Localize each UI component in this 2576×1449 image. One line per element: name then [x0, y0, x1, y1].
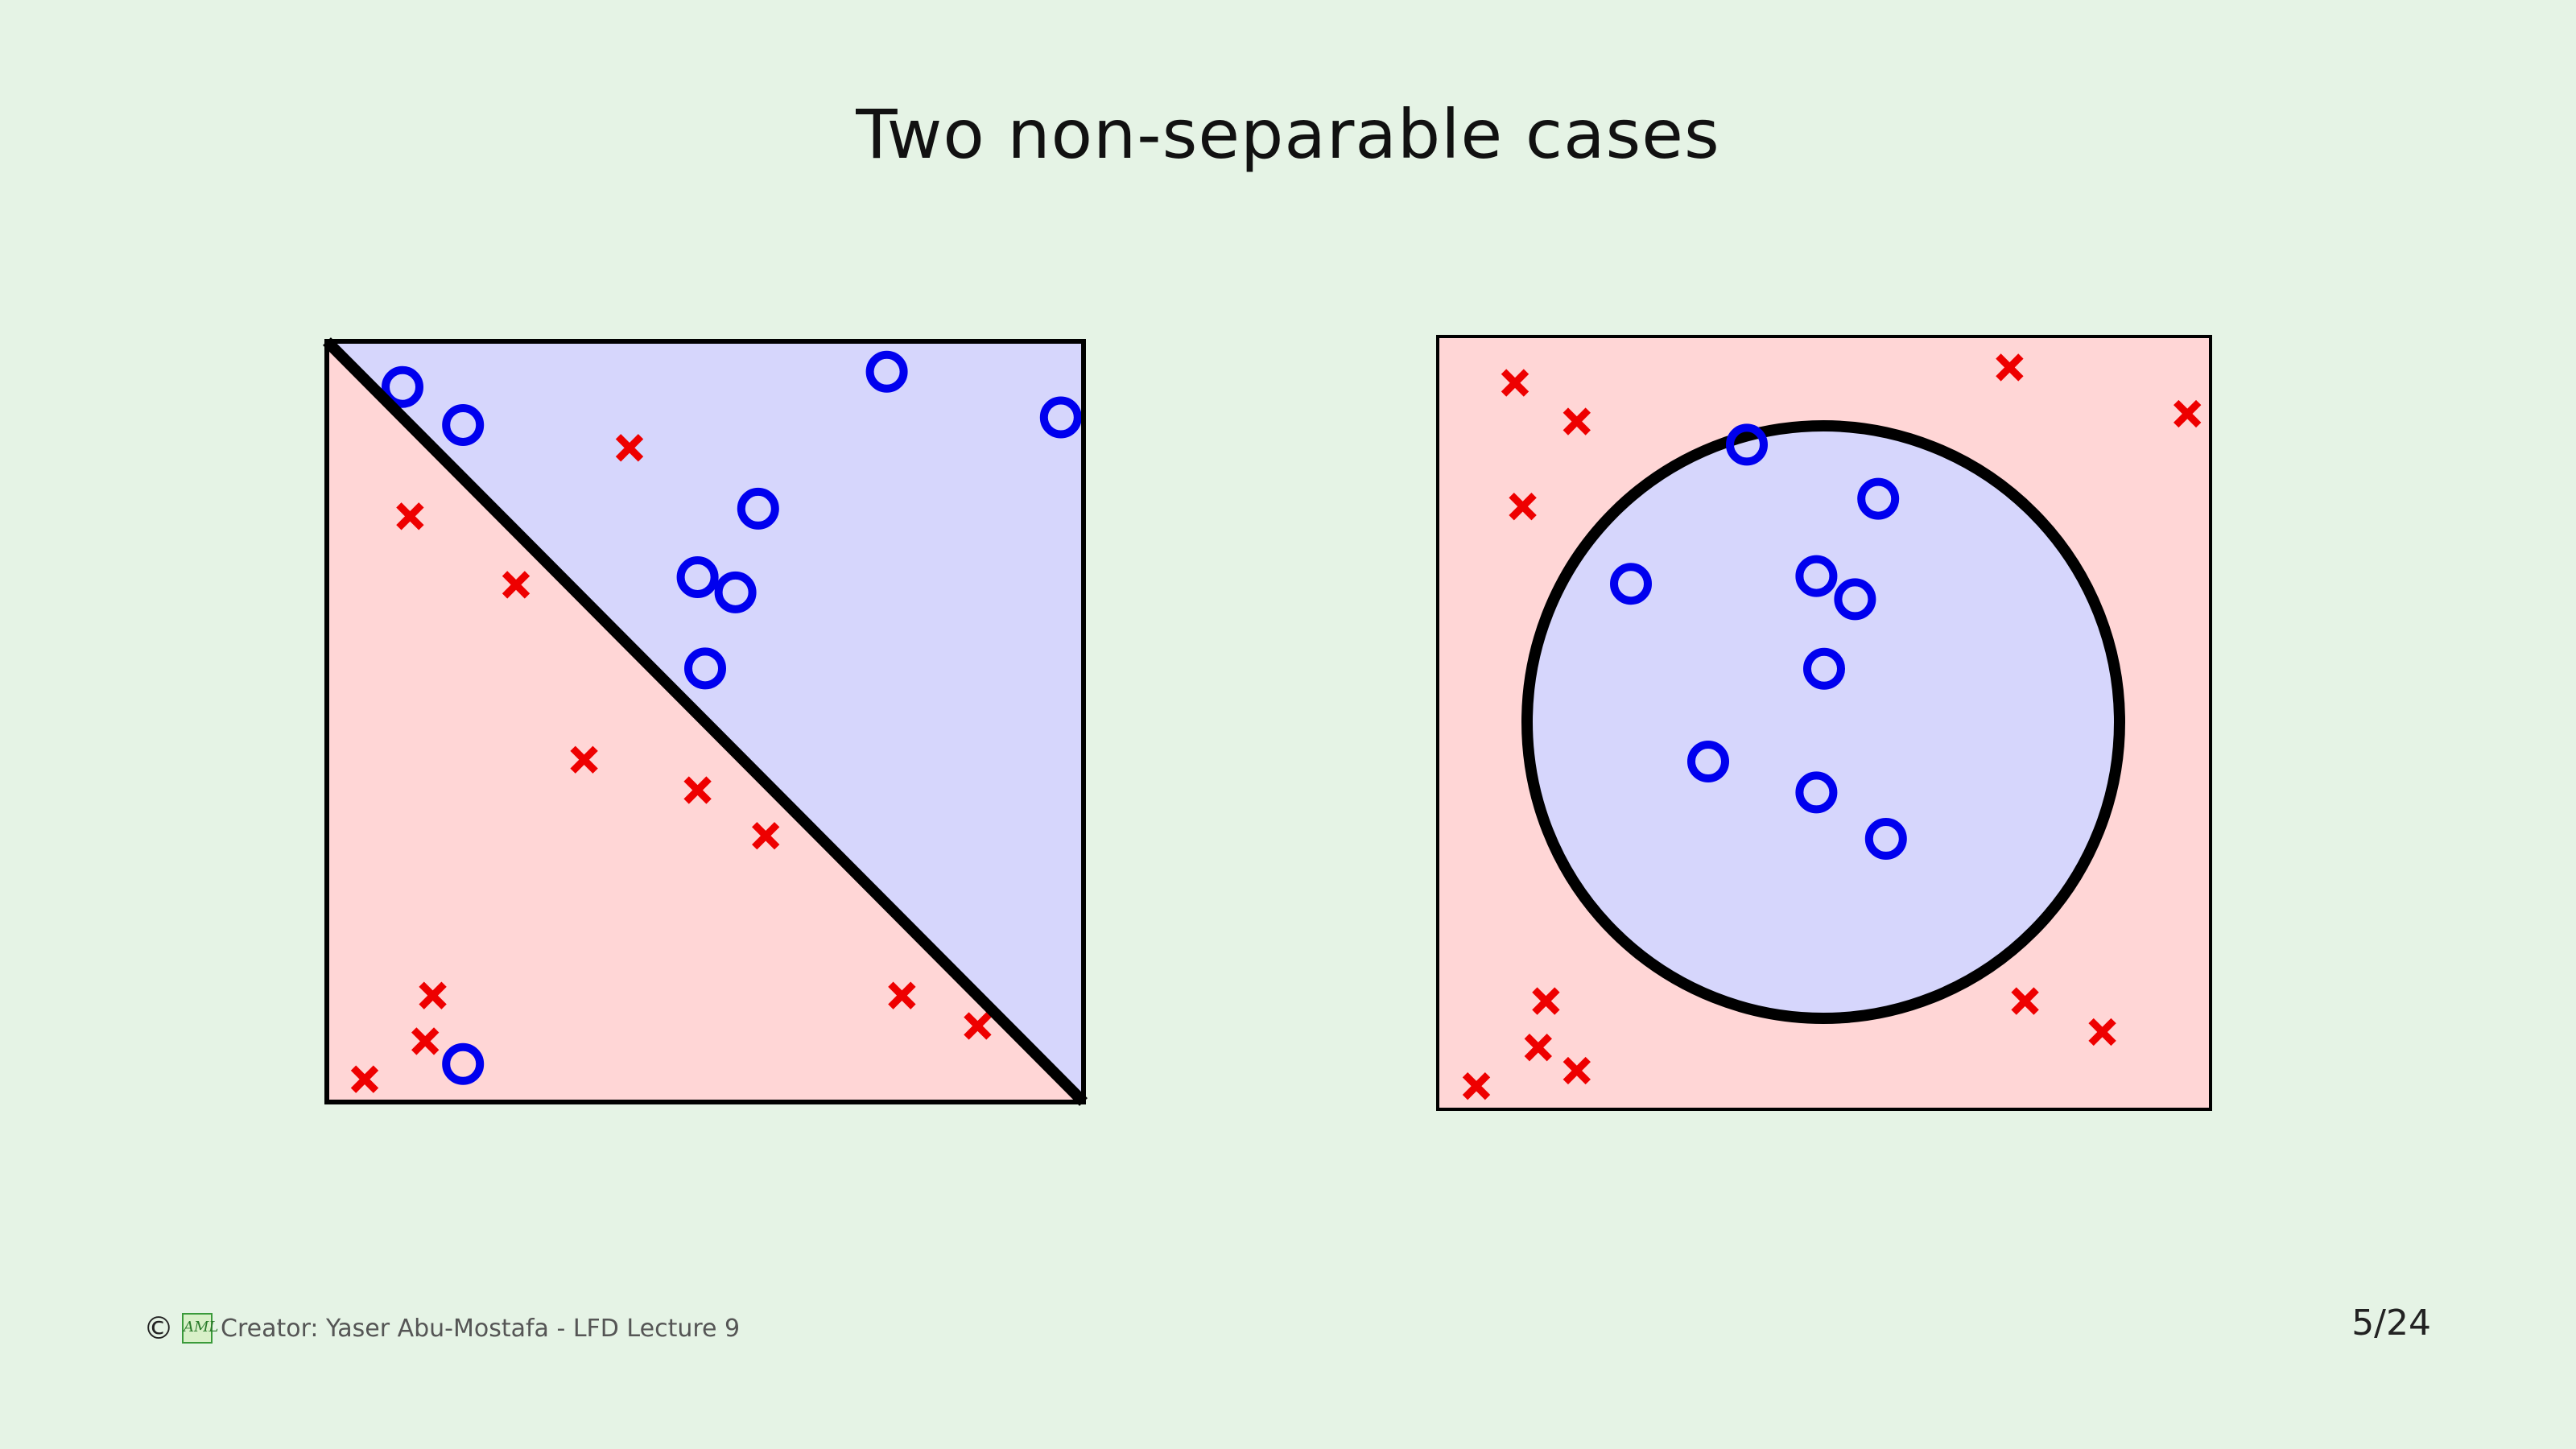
cross-point-marker: [1462, 1072, 1491, 1100]
circle-point-marker: [1687, 741, 1729, 782]
circle-point-marker: [1857, 477, 1900, 520]
cross-point-marker: [1524, 1034, 1552, 1062]
circle-point-marker: [676, 555, 719, 598]
circle-point-marker: [684, 647, 726, 690]
cross-point-marker: [964, 1012, 992, 1040]
plot-frame: [1436, 335, 2212, 1111]
cross-point-marker: [2088, 1018, 2116, 1046]
circle-point-marker: [442, 403, 485, 446]
cross-stroke: [419, 981, 447, 1009]
cross-stroke: [2088, 1018, 2116, 1046]
cross-stroke: [1524, 1034, 1552, 1062]
circle-point-marker: [1039, 396, 1082, 439]
cross-point-marker: [615, 434, 644, 462]
cross-stroke: [502, 571, 530, 599]
cross-stroke: [1509, 493, 1537, 521]
plot-frame: [324, 339, 1086, 1104]
page-number: 5/24: [2351, 1302, 2431, 1344]
cross-stroke: [888, 981, 916, 1009]
cross-stroke: [350, 1065, 379, 1093]
cross-point-marker: [2174, 399, 2202, 428]
cross-point-marker: [888, 981, 916, 1009]
footer-credit: Creator: Yaser Abu-Mostafa - LFD Lecture…: [221, 1314, 741, 1343]
circle-point-marker: [737, 487, 779, 530]
footer: © AML Creator: Yaser Abu-Mostafa - LFD L…: [143, 1311, 740, 1346]
circle-point-marker: [1726, 423, 1768, 466]
circle-point-marker: [382, 365, 423, 408]
cross-stroke: [752, 822, 780, 850]
cross-point-marker: [502, 571, 530, 599]
decision-boundary-line: [323, 337, 1088, 1106]
cross-stroke: [615, 434, 644, 462]
circle-point-marker: [1803, 647, 1845, 690]
cross-point-marker: [570, 745, 598, 774]
cross-point-marker: [1563, 407, 1591, 436]
cross-point-marker: [1509, 493, 1537, 521]
cross-point-marker: [1532, 987, 1560, 1015]
cross-stroke: [1563, 407, 1591, 436]
cross-point-marker: [350, 1065, 379, 1093]
circle-point-marker: [1834, 578, 1876, 621]
cross-stroke: [964, 1012, 992, 1040]
cross-stroke: [1532, 987, 1560, 1015]
circle-point-marker: [714, 571, 757, 613]
cross-point-marker: [411, 1027, 440, 1055]
copyright-icon: ©: [143, 1311, 174, 1346]
cross-point-marker: [683, 776, 712, 804]
cross-point-marker: [2011, 987, 2039, 1015]
cross-point-marker: [396, 502, 424, 530]
cross-point-marker: [419, 981, 447, 1009]
cross-stroke: [396, 502, 424, 530]
aml-logo-icon: AML: [182, 1313, 218, 1344]
cross-stroke: [1996, 353, 2024, 382]
cross-stroke: [1462, 1072, 1491, 1100]
cross-stroke: [683, 776, 712, 804]
slide-title: Two non-separable cases: [856, 95, 1720, 174]
cross-stroke: [570, 745, 598, 774]
circular-boundary-plot: [1436, 335, 2212, 1111]
cross-point-marker: [752, 822, 780, 850]
cross-stroke: [1563, 1056, 1591, 1085]
linear-boundary-plot: [323, 337, 1088, 1106]
cross-stroke: [2011, 987, 2039, 1015]
decision-boundary-circle: [1521, 420, 2125, 1024]
circle-point-marker: [1795, 555, 1838, 597]
cross-stroke: [411, 1027, 440, 1055]
circle-point-marker: [865, 350, 908, 393]
circle-point-marker: [1864, 818, 1907, 860]
cross-point-marker: [1501, 369, 1530, 397]
circle-point-marker: [442, 1042, 485, 1085]
circle-point-marker: [1795, 771, 1838, 814]
cross-stroke: [2174, 399, 2202, 428]
cross-stroke: [1501, 369, 1530, 397]
linear-boundary-chart: [323, 337, 1088, 1106]
circle-point-marker: [1610, 563, 1652, 605]
circular-boundary-chart: [1436, 335, 2212, 1111]
cross-point-marker: [1996, 353, 2024, 382]
cross-point-marker: [1563, 1056, 1591, 1085]
